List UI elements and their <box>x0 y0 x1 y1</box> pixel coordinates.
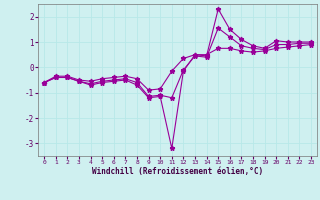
X-axis label: Windchill (Refroidissement éolien,°C): Windchill (Refroidissement éolien,°C) <box>92 167 263 176</box>
